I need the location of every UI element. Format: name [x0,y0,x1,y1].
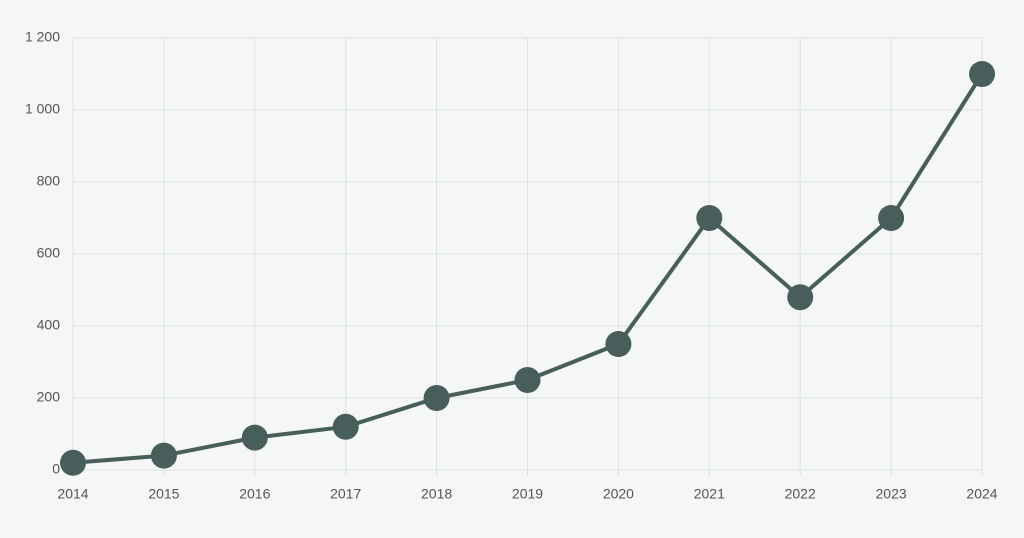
data-point [332,413,359,440]
x-tick-label: 2014 [57,486,88,502]
x-tick-label: 2015 [148,486,179,502]
y-tick-label: 400 [37,317,61,333]
data-point [605,331,632,357]
x-tick-label: 2017 [330,486,361,502]
x-tick-label: 2019 [512,486,543,502]
x-tick-label: 2024 [966,486,997,502]
y-tick-label: 1 000 [25,101,60,117]
x-tick-label: 2018 [421,486,452,502]
data-point [514,367,541,393]
data-point [969,61,995,87]
y-tick-label: 200 [37,389,61,405]
x-tick-label: 2016 [239,486,270,502]
x-tick-label: 2022 [785,486,816,502]
x-tick-label: 2020 [603,486,634,502]
data-point [878,205,905,231]
data-point [423,385,450,411]
y-tick-label: 1 200 [25,29,60,45]
data-point [241,424,268,451]
x-tick-label: 2023 [876,486,907,502]
data-point [150,442,177,469]
y-tick-label: 0 [52,461,60,477]
x-tick-label: 2021 [694,486,725,502]
data-point [696,205,723,231]
y-tick-label: 600 [37,245,61,261]
data-point [787,284,814,311]
data-point [60,449,86,476]
y-tick-label: 800 [37,173,61,189]
